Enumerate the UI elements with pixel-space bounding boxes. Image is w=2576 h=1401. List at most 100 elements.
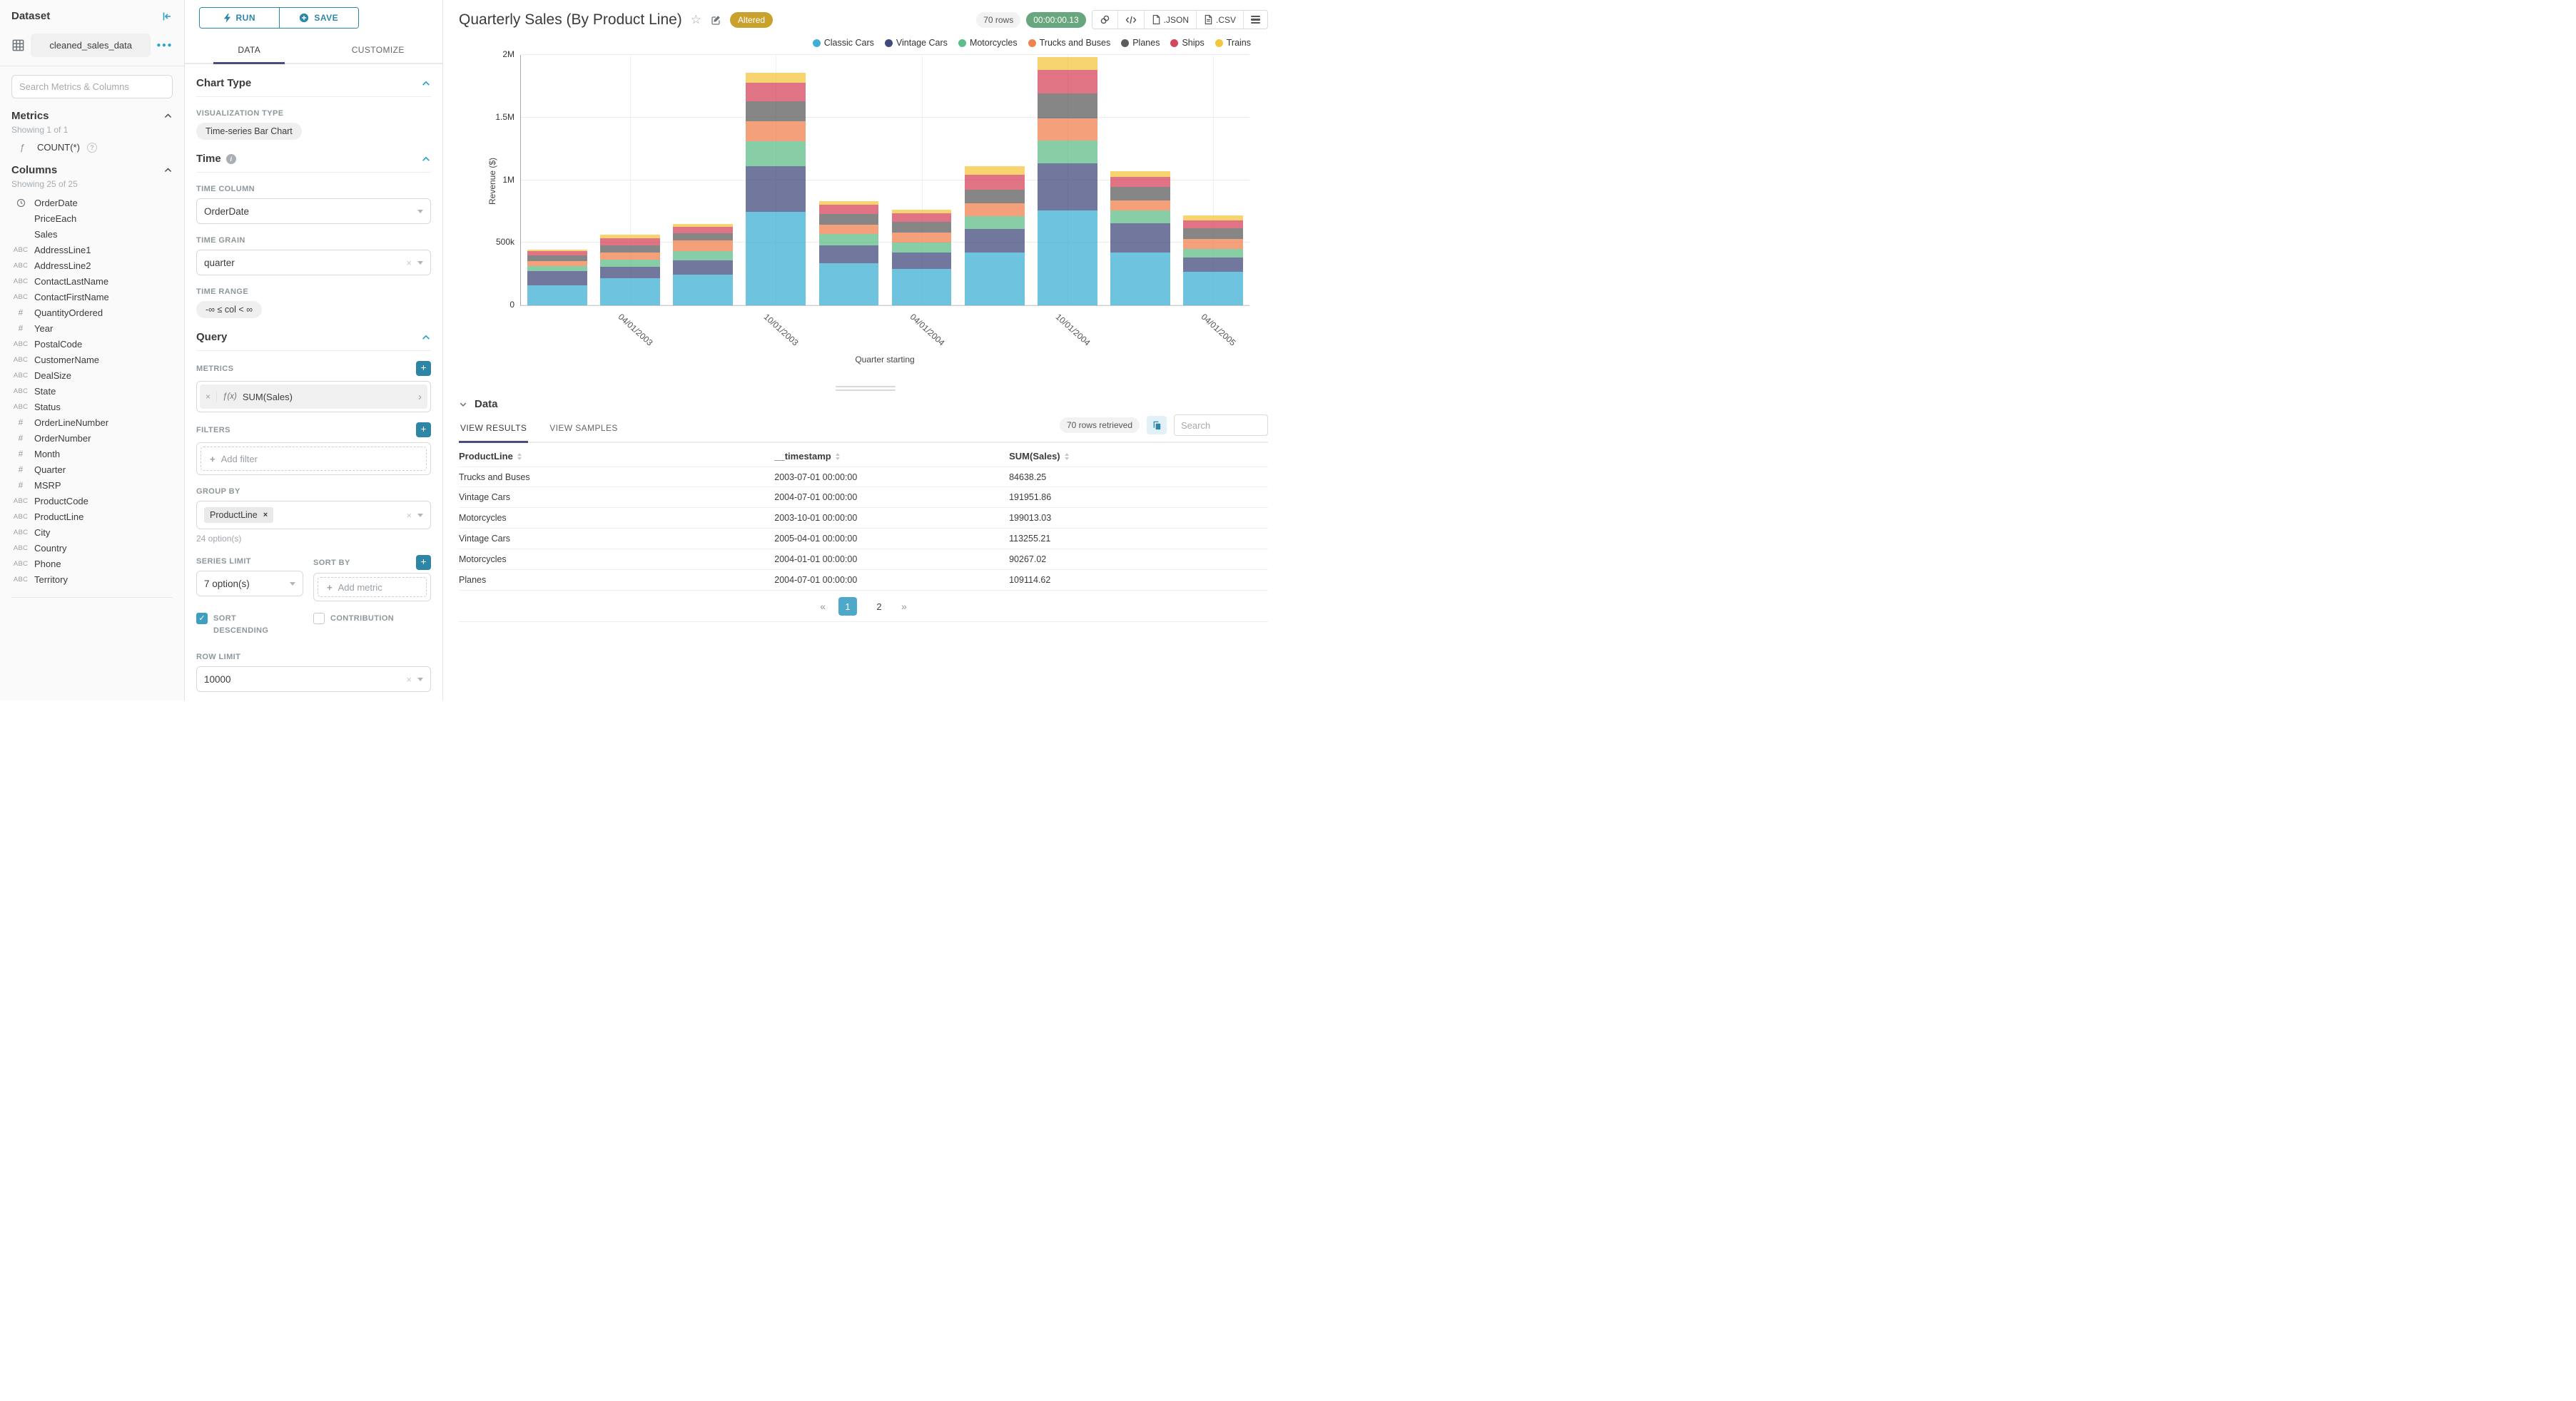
column-item[interactable]: OrderDate xyxy=(11,195,173,210)
pagination-prev[interactable]: « xyxy=(820,601,826,612)
column-item[interactable]: ABC Country xyxy=(11,540,173,556)
pagination-page-2[interactable]: 2 xyxy=(876,601,882,612)
copy-data-button[interactable] xyxy=(1147,416,1167,434)
column-item[interactable]: ABC Territory xyxy=(11,571,173,587)
column-item[interactable]: ABC ProductCode xyxy=(11,493,173,509)
legend-item-trains[interactable]: Trains xyxy=(1215,38,1251,48)
contribution-checkbox[interactable]: CONTRIBUTION xyxy=(313,613,431,636)
column-item[interactable]: PriceEach xyxy=(11,210,173,226)
stacked-bar-04-01-2004[interactable] xyxy=(891,209,952,305)
column-header-sum(sales)[interactable]: SUM(Sales) xyxy=(1009,451,1268,462)
table-search-input[interactable] xyxy=(1174,414,1268,436)
column-item[interactable]: ABC ContactFirstName xyxy=(11,289,173,305)
column-item[interactable]: ABC DealSize xyxy=(11,367,173,383)
column-item[interactable]: ABC ProductLine xyxy=(11,509,173,524)
legend-item-classic-cars[interactable]: Classic Cars xyxy=(812,38,874,48)
export-json-button[interactable]: .JSON xyxy=(1143,11,1196,29)
edit-properties-icon[interactable] xyxy=(710,14,721,26)
tab-customize[interactable]: CUSTOMIZE xyxy=(351,45,405,55)
add-metric-button[interactable]: + xyxy=(416,361,431,376)
pagination-next[interactable]: » xyxy=(901,601,907,612)
remove-metric-icon[interactable]: × xyxy=(206,392,218,402)
tab-data[interactable]: DATA xyxy=(185,39,314,63)
column-item[interactable]: ABC AddressLine2 xyxy=(11,258,173,273)
share-link-button[interactable] xyxy=(1092,11,1117,29)
query-section-header[interactable]: Query xyxy=(196,331,431,351)
column-item[interactable]: # OrderLineNumber xyxy=(11,414,173,430)
time-column-select[interactable]: OrderDate xyxy=(196,198,431,224)
metric-item[interactable]: ƒ COUNT(*) ? xyxy=(11,142,173,153)
altered-badge[interactable]: Altered xyxy=(730,11,774,28)
column-item[interactable]: # MSRP xyxy=(11,477,173,493)
export-csv-button[interactable]: .CSV xyxy=(1195,11,1243,29)
stacked-bar-04-01-2005[interactable] xyxy=(1183,215,1243,305)
pagination-page-1[interactable]: 1 xyxy=(838,597,857,616)
panel-resize-handle[interactable] xyxy=(836,386,896,391)
legend-item-ships[interactable]: Ships xyxy=(1170,38,1205,48)
column-item[interactable]: # Month xyxy=(11,446,173,462)
clear-icon[interactable]: × xyxy=(406,257,412,268)
stacked-bar-01-01-2003[interactable] xyxy=(527,249,587,305)
columns-section-header[interactable]: Columns xyxy=(11,164,173,176)
column-header-productline[interactable]: ProductLine xyxy=(459,451,774,462)
visualization-type-pill[interactable]: Time-series Bar Chart xyxy=(196,123,302,140)
dataset-name[interactable]: cleaned_sales_data xyxy=(31,34,151,57)
remove-tag-icon[interactable]: × xyxy=(263,511,268,519)
stacked-bar-04-01-2003[interactable] xyxy=(600,235,660,305)
save-button[interactable]: SAVE xyxy=(278,8,358,28)
clear-icon[interactable]: × xyxy=(406,509,412,521)
collapse-data-panel-icon[interactable] xyxy=(459,400,467,409)
add-sort-metric-button[interactable]: + xyxy=(416,555,431,570)
collapse-sidebar-icon[interactable] xyxy=(161,11,173,22)
legend-item-trucks-and-buses[interactable]: Trucks and Buses xyxy=(1028,38,1110,48)
dataset-options-icon[interactable]: ●●● xyxy=(156,41,173,49)
metrics-section-header[interactable]: Metrics xyxy=(11,110,173,122)
stacked-bar-01-01-2005[interactable] xyxy=(1110,170,1170,305)
tab-view-results[interactable]: VIEW RESULTS xyxy=(459,416,529,443)
chevron-up-icon[interactable] xyxy=(421,154,431,164)
column-item[interactable]: ABC State xyxy=(11,383,173,399)
add-filter-dropzone[interactable]: + Add filter xyxy=(201,447,427,471)
legend-item-vintage-cars[interactable]: Vintage Cars xyxy=(884,38,948,48)
chevron-up-icon[interactable] xyxy=(163,165,173,175)
column-item[interactable]: ABC AddressLine1 xyxy=(11,242,173,258)
stacked-bar-10-01-2004[interactable] xyxy=(1037,56,1097,305)
legend-item-motorcycles[interactable]: Motorcycles xyxy=(958,38,1018,48)
add-filter-button[interactable]: + xyxy=(416,422,431,437)
add-sort-metric-dropzone[interactable]: + Add metric xyxy=(318,577,427,597)
clear-icon[interactable]: × xyxy=(406,673,412,685)
column-header-__timestamp[interactable]: __timestamp xyxy=(774,451,1009,462)
sort-descending-checkbox[interactable]: ✓ SORT DESCENDING xyxy=(196,613,303,636)
legend-item-planes[interactable]: Planes xyxy=(1121,38,1160,48)
tab-view-samples[interactable]: VIEW SAMPLES xyxy=(549,423,618,433)
search-metrics-columns-input[interactable] xyxy=(11,75,173,98)
column-item[interactable]: # QuantityOrdered xyxy=(11,305,173,320)
column-item[interactable]: # Quarter xyxy=(11,462,173,477)
group-by-tag[interactable]: ProductLine × xyxy=(204,507,274,523)
column-item[interactable]: ABC ContactLastName xyxy=(11,273,173,289)
column-item[interactable]: ABC Phone xyxy=(11,556,173,571)
chevron-up-icon[interactable] xyxy=(163,111,173,121)
chart-type-section-header[interactable]: Chart Type xyxy=(196,77,431,97)
column-item[interactable]: # Year xyxy=(11,320,173,336)
column-item[interactable]: ABC CustomerName xyxy=(11,352,173,367)
time-section-header[interactable]: Time i xyxy=(196,153,431,173)
metric-chip[interactable]: × ƒ(x) SUM(Sales) › xyxy=(200,384,427,409)
column-item[interactable]: Sales xyxy=(11,226,173,242)
stacked-bar-01-01-2004[interactable] xyxy=(818,200,879,305)
group-by-select[interactable]: ProductLine × × xyxy=(196,501,431,529)
chevron-up-icon[interactable] xyxy=(421,78,431,88)
column-item[interactable]: ABC PostalCode xyxy=(11,336,173,352)
column-item[interactable]: ABC Status xyxy=(11,399,173,414)
favorite-star-icon[interactable]: ☆ xyxy=(690,12,702,26)
series-limit-select[interactable]: 7 option(s) xyxy=(196,571,303,596)
stacked-bar-07-01-2004[interactable] xyxy=(964,166,1025,305)
column-item[interactable]: # OrderNumber xyxy=(11,430,173,446)
chevron-up-icon[interactable] xyxy=(421,332,431,342)
run-button[interactable]: RUN xyxy=(200,8,279,28)
time-grain-select[interactable]: quarter × xyxy=(196,250,431,275)
column-item[interactable]: ABC City xyxy=(11,524,173,540)
embed-code-button[interactable] xyxy=(1117,11,1144,29)
stacked-bar-10-01-2003[interactable] xyxy=(746,72,806,305)
stacked-bar-07-01-2003[interactable] xyxy=(673,223,734,305)
